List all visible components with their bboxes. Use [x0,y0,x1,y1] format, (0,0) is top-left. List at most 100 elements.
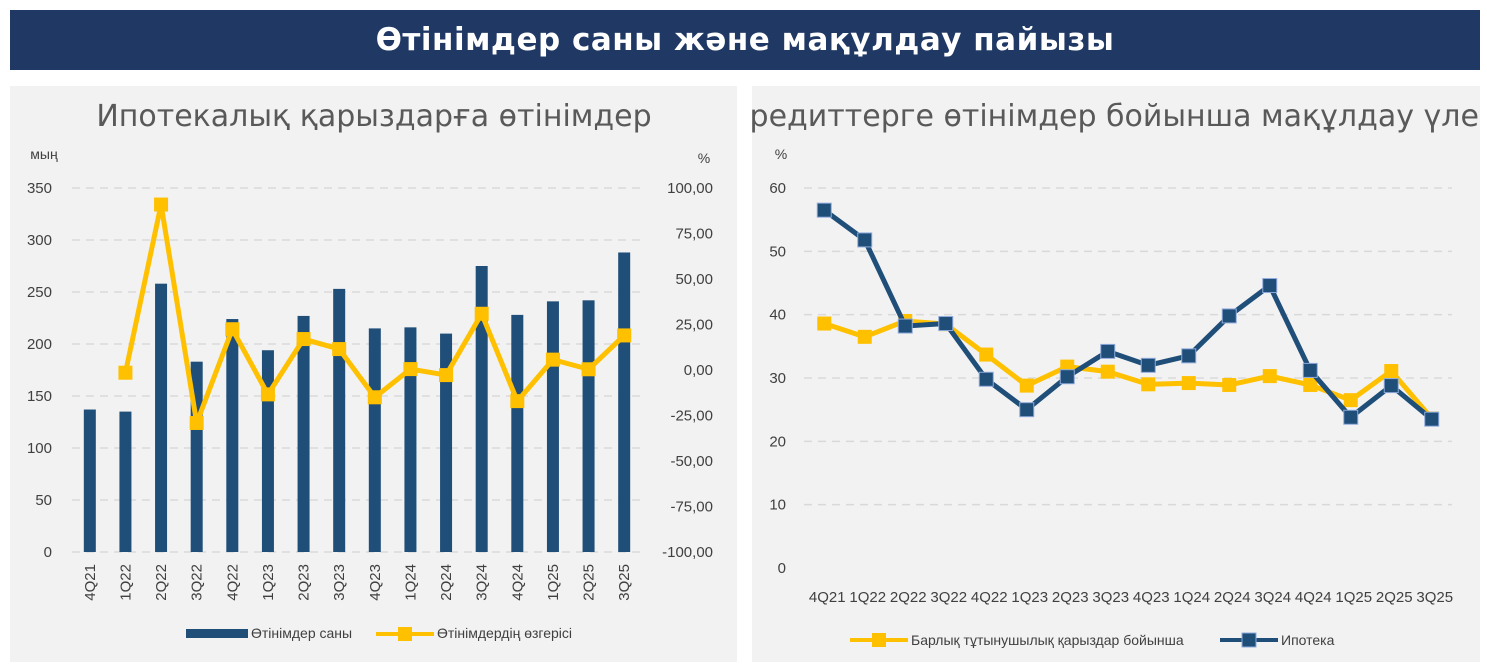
legend-label-mortgage: Ипотека [1281,632,1335,648]
data-point-mortgage [1383,378,1399,394]
x-tick-label: 3Q25 [616,564,633,601]
right-axis-unit: % [698,150,710,166]
y-tick-label-left: 350 [27,180,52,197]
y-tick-label-left: 50 [35,492,52,509]
data-point-all-consumer [1181,376,1196,391]
legend-line-marker [398,627,412,641]
data-point-all-consumer [1262,369,1277,384]
y-tick-label-right: -50,00 [670,453,713,470]
legend-marker-all [872,633,886,647]
bar [83,409,96,552]
y-tick-label-left: 0 [44,544,52,561]
data-point-all-consumer [1141,377,1156,392]
y-tick-label-right: 75,00 [675,226,713,243]
data-point-mortgage [1100,343,1116,359]
data-point-change [154,197,169,212]
data-point-change [225,322,240,337]
x-tick-label: 1Q24 [1173,589,1210,606]
data-point-all-consumer [1222,377,1237,392]
y-tick-label: 20 [769,433,786,450]
y-tick-label-left: 150 [27,388,52,405]
header-banner: Өтінімдер саны және мақұлдау пайызы [10,10,1480,70]
x-tick-label: 2Q22 [153,564,170,601]
x-tick-label: 2Q24 [438,564,455,601]
y-tick-label: 60 [769,180,786,197]
data-point-mortgage [1140,357,1156,373]
bar [511,314,524,552]
data-point-mortgage [978,371,994,387]
data-point-mortgage [1262,278,1278,294]
data-point-mortgage [1343,409,1359,425]
data-point-mortgage [1424,411,1440,427]
data-point-mortgage [938,316,954,332]
data-point-mortgage [1302,362,1318,378]
x-tick-label: 4Q22 [971,589,1008,606]
y-tick-label: 50 [769,243,786,260]
y-tick-label: 10 [769,497,786,514]
data-point-all-consumer [1384,364,1399,379]
bar [155,283,168,552]
x-tick-label: 4Q24 [1295,589,1332,606]
data-point-all-consumer [1019,378,1034,393]
left-chart-panel: Ипотекалық қарыздарға өтінімдер мың % 0 5… [10,86,737,662]
x-tick-label: 1Q25 [545,564,562,601]
legend-marker-mortgage [1241,632,1257,648]
x-tick-label: 2Q24 [1214,589,1251,606]
x-tick-label: 3Q23 [331,564,348,601]
x-tick-label: 1Q25 [1335,589,1372,606]
x-tick-label: 3Q24 [1254,589,1291,606]
y-tick-label-right: -25,00 [670,408,713,425]
x-tick-label: 2Q23 [296,564,313,601]
x-tick-label: 2Q22 [890,589,927,606]
x-tick-label: 3Q22 [189,564,206,601]
x-tick-label: 2Q25 [581,564,598,601]
y-tick-label: 30 [769,370,786,387]
data-point-all-consumer [1343,393,1358,408]
data-point-all-consumer [1303,377,1318,392]
data-point-change [439,368,454,383]
bar [368,328,381,552]
data-point-change [260,387,275,402]
y-tick-label-left: 200 [27,336,52,353]
bar [226,319,239,552]
left-axis-unit: мың [30,146,58,162]
data-point-change [367,390,382,405]
x-tick-label: 1Q23 [260,564,277,601]
mortgage-applications-chart: Ипотекалық қарыздарға өтінімдер мың % 0 5… [27,99,713,641]
data-point-change [474,306,489,321]
bar [618,252,631,553]
right-chart-panel: Кредиттерге өтінімдер бойынша мақұлдау ү… [752,86,1480,662]
data-point-mortgage [897,318,913,334]
data-point-change [118,365,133,380]
bar [333,288,346,552]
page-title: Өтінімдер саны және мақұлдау пайызы [375,22,1115,58]
series-line-mortgage [822,208,1434,422]
bar [440,333,453,552]
data-point-change [189,415,204,430]
data-point-all-consumer [857,329,872,344]
bar [582,300,595,552]
x-tick-label: 4Q21 [809,589,846,606]
data-point-change [510,394,525,409]
bar [261,350,274,552]
x-tick-label: 4Q22 [224,564,241,601]
bar [475,266,488,552]
legend-label-all-consumer: Барлық тұтынушылық қарыздар бойынша [911,632,1184,648]
y-tick-label-left: 300 [27,232,52,249]
x-tick-label: 3Q22 [930,589,967,606]
y-tick-label: 40 [769,307,786,324]
bar [404,327,417,552]
data-point-change [296,332,311,347]
data-point-change [545,352,560,367]
x-tick-label: 3Q25 [1416,589,1453,606]
legend: Өтінімдер саны Өтінімдердің өзгерісі [186,625,572,641]
x-tick-label: 1Q23 [1011,589,1048,606]
x-tick-label: 1Q22 [849,589,886,606]
legend-label-change: Өтінімдердің өзгерісі [437,625,572,641]
y-tick-label-right: 50,00 [675,271,713,288]
chart-title: Кредиттерге өтінімдер бойынша мақұлдау ү… [752,99,1480,134]
data-point-change [581,362,596,377]
x-tick-label: 4Q23 [1133,589,1170,606]
x-tick-label: 4Q24 [509,564,526,601]
data-point-change [332,342,347,357]
